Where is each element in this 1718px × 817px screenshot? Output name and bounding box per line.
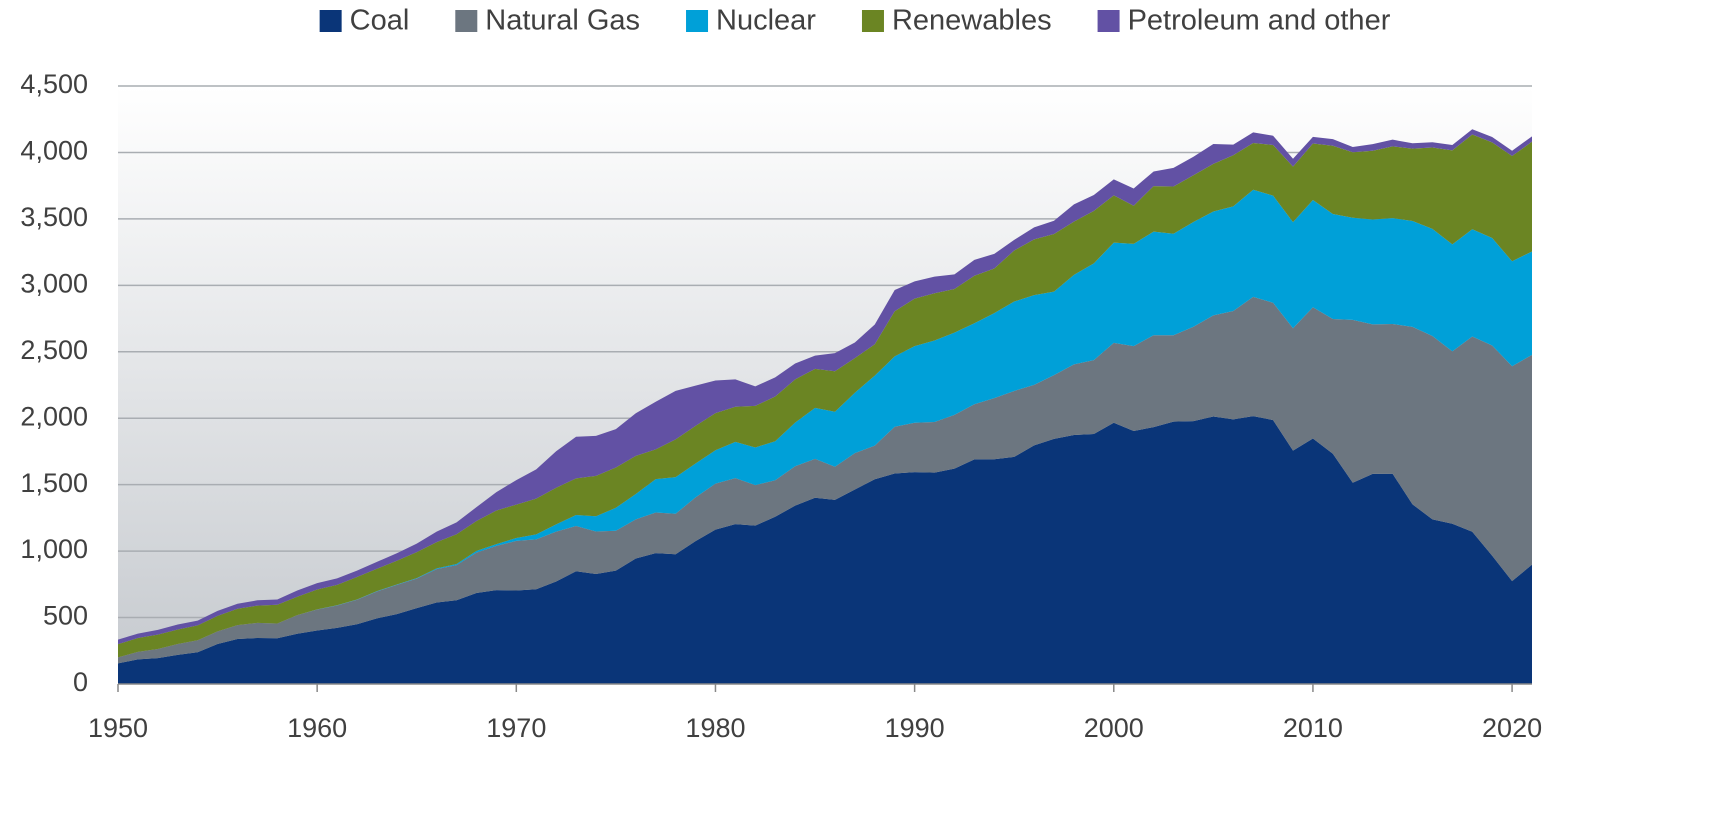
y-tick-label: 0 <box>73 667 88 697</box>
y-tick-label: 1,500 <box>20 468 88 498</box>
legend-swatch <box>861 10 884 32</box>
y-tick-label: 4,000 <box>20 136 88 166</box>
legend-label: Coal <box>350 5 410 37</box>
x-tick-label: 1990 <box>885 713 945 743</box>
x-tick-label: 2010 <box>1283 713 1343 743</box>
y-tick-label: 2,000 <box>20 401 88 431</box>
area <box>118 129 1532 645</box>
area <box>118 189 1532 658</box>
x-tick-label: 2000 <box>1084 713 1144 743</box>
area <box>118 134 1532 658</box>
x-tick-label: 1960 <box>287 713 347 743</box>
x-tick-label: 2020 <box>1482 713 1542 743</box>
y-tick-label: 3,500 <box>20 202 88 232</box>
legend-swatch <box>1097 10 1120 32</box>
legend-label: Petroleum and other <box>1128 5 1391 37</box>
legend-swatch <box>319 10 342 32</box>
y-tick-label: 4,500 <box>20 69 88 99</box>
legend-swatch <box>686 10 709 32</box>
legend-label: Nuclear <box>716 5 816 37</box>
x-tick-label: 1970 <box>486 713 546 743</box>
x-tick-label: 1980 <box>685 713 745 743</box>
area <box>118 296 1532 664</box>
x-tick-label: 1950 <box>88 713 148 743</box>
legend-label: Renewables <box>892 5 1052 37</box>
area <box>118 416 1532 684</box>
y-tick-label: 500 <box>43 601 88 631</box>
legend-label: Natural Gas <box>485 5 640 37</box>
y-tick-label: 2,500 <box>20 335 88 365</box>
y-tick-label: 3,000 <box>20 268 88 298</box>
legend-swatch <box>455 10 478 32</box>
y-tick-label: 1,000 <box>20 534 88 564</box>
